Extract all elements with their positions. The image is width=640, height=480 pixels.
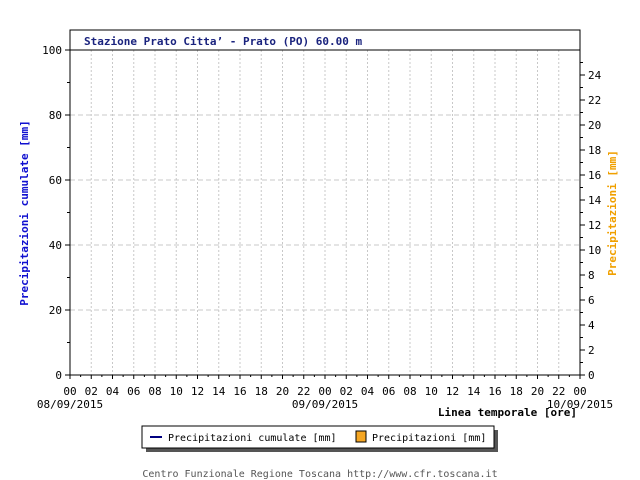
y-left-tick-label: 60 bbox=[49, 174, 62, 187]
x-date-label: 09/09/2015 bbox=[292, 398, 358, 411]
x-tick-label: 04 bbox=[361, 385, 375, 398]
grid bbox=[70, 50, 580, 375]
y-right-tick-label: 18 bbox=[588, 144, 601, 157]
y-right-tick-label: 22 bbox=[588, 94, 601, 107]
y-right-tick-label: 8 bbox=[588, 269, 595, 282]
legend: Precipitazioni cumulate [mm] Precipitazi… bbox=[141, 425, 498, 452]
x-tick-label: 22 bbox=[552, 385, 565, 398]
x-tick-label: 18 bbox=[510, 385, 523, 398]
x-tick-label: 12 bbox=[191, 385, 204, 398]
x-tick-label: 14 bbox=[467, 385, 481, 398]
legend-label-precip: Precipitazioni [mm] bbox=[372, 433, 486, 444]
y-right-tick-label: 20 bbox=[588, 119, 601, 132]
x-tick-label: 10 bbox=[170, 385, 183, 398]
legend-bar-swatch bbox=[355, 430, 367, 443]
y-right-tick-label: 0 bbox=[588, 369, 595, 382]
y-left-tick-label: 20 bbox=[49, 304, 62, 317]
y-right-tick-label: 2 bbox=[588, 344, 595, 357]
y-left-tick-label: 40 bbox=[49, 239, 62, 252]
x-tick-label: 00 bbox=[318, 385, 331, 398]
x-tick-label: 18 bbox=[255, 385, 268, 398]
chart-title: Stazione Prato Citta’ - Prato (PO) 60.00… bbox=[84, 35, 363, 48]
y-left-tick-label: 80 bbox=[49, 109, 62, 122]
y-right-tick-label: 16 bbox=[588, 169, 601, 182]
x-tick-label: 00 bbox=[573, 385, 586, 398]
y-right-tick-label: 12 bbox=[588, 219, 601, 232]
x-tick-label: 00 bbox=[63, 385, 76, 398]
y-left-tick-label: 100 bbox=[42, 44, 62, 57]
x-tick-label: 20 bbox=[531, 385, 544, 398]
y-right-tick-label: 4 bbox=[588, 319, 595, 332]
legend-label-cumulate: Precipitazioni cumulate [mm] bbox=[168, 433, 337, 444]
y-right-tick-label: 24 bbox=[588, 69, 602, 82]
y-left-axis: 0 20 40 60 80 100 bbox=[42, 44, 70, 382]
x-date-label: 10/09/2015 bbox=[547, 398, 613, 411]
title-box bbox=[69, 29, 581, 51]
x-tick-label: 12 bbox=[446, 385, 459, 398]
x-axis: 00 02 04 06 08 10 12 14 16 18 20 22 00 02 04 06 08 10 12 14… bbox=[37, 375, 613, 411]
x-tick-label: 16 bbox=[233, 385, 246, 398]
x-tick-label: 22 bbox=[297, 385, 310, 398]
y-right-tick-label: 6 bbox=[588, 294, 595, 307]
y-right-tick-label: 14 bbox=[588, 194, 602, 207]
x-tick-label: 10 bbox=[425, 385, 438, 398]
x-date-label: 08/09/2015 bbox=[37, 398, 103, 411]
x-tick-label: 14 bbox=[212, 385, 226, 398]
x-tick-label: 02 bbox=[340, 385, 353, 398]
x-tick-label: 08 bbox=[148, 385, 161, 398]
x-tick-label: 04 bbox=[106, 385, 120, 398]
x-axis-label: Linea temporale [ore] bbox=[438, 406, 577, 419]
x-tick-label: 02 bbox=[85, 385, 98, 398]
x-tick-label: 08 bbox=[403, 385, 416, 398]
y-left-tick-label: 0 bbox=[55, 369, 62, 382]
x-tick-label: 16 bbox=[488, 385, 501, 398]
y-right-axis-label: Precipitazioni [mm] bbox=[606, 150, 619, 276]
y-left-axis-label: Precipitazioni cumulate [mm] bbox=[18, 120, 31, 305]
x-tick-label: 20 bbox=[276, 385, 289, 398]
x-tick-label: 06 bbox=[127, 385, 140, 398]
x-tick-label: 06 bbox=[382, 385, 395, 398]
y-right-tick-label: 10 bbox=[588, 244, 601, 257]
footer-credit: Centro Funzionale Regione Toscana http:/… bbox=[142, 469, 497, 480]
